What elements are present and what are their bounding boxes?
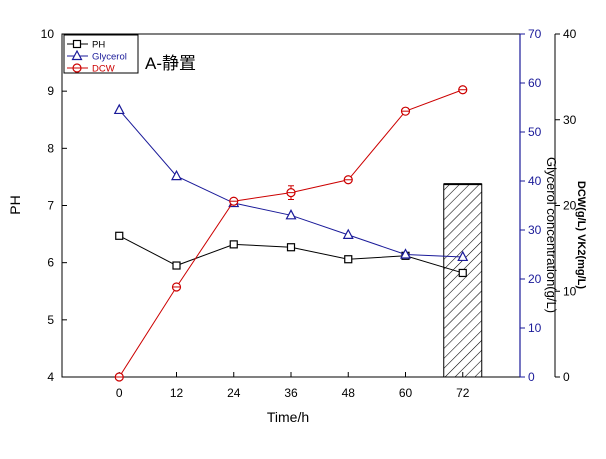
x-tick-label: 0 bbox=[116, 386, 123, 400]
y-tick-label-dcw-vk2: 30 bbox=[563, 113, 577, 127]
y-tick-label-left: 4 bbox=[47, 370, 54, 384]
point-ph bbox=[115, 231, 124, 240]
series-line-glycerol bbox=[118, 109, 463, 258]
x-tick-label: 24 bbox=[227, 386, 241, 400]
x-tick-label: 48 bbox=[342, 386, 356, 400]
point-glycerol bbox=[285, 209, 297, 220]
y-tick-label-left: 6 bbox=[47, 256, 54, 270]
legend-label-ph: PH bbox=[92, 40, 105, 51]
point-ph bbox=[229, 240, 238, 249]
y-tick-label-glycerol: 10 bbox=[528, 321, 542, 335]
y-axis-label-ph: PH bbox=[7, 195, 23, 214]
y-axis-label-glycerol: Glycerol concentration(g/L) bbox=[544, 157, 559, 313]
y-tick-label-glycerol: 20 bbox=[528, 272, 542, 286]
point-glycerol bbox=[400, 248, 411, 259]
point-glycerol bbox=[342, 228, 354, 239]
y-tick-label-glycerol: 50 bbox=[528, 125, 542, 139]
y-tick-label-left: 5 bbox=[47, 313, 54, 327]
y-tick-label-glycerol: 40 bbox=[528, 174, 542, 188]
bar-vk2 bbox=[443, 183, 483, 378]
x-tick-label: 60 bbox=[399, 386, 413, 400]
y-tick-label-dcw-vk2: 40 bbox=[563, 27, 577, 41]
legend-label-glycerol: Glycerol bbox=[92, 52, 127, 63]
y-tick-label-left: 7 bbox=[47, 199, 54, 213]
y-tick-label-glycerol: 0 bbox=[528, 370, 535, 384]
y-tick-label-dcw-vk2: 20 bbox=[563, 199, 577, 213]
legend-marker-ph bbox=[72, 39, 82, 49]
x-tick-label: 12 bbox=[170, 386, 184, 400]
y-tick-label-left: 8 bbox=[47, 141, 54, 155]
y-tick-label-dcw-vk2: 0 bbox=[563, 370, 570, 384]
y-tick-label-glycerol: 30 bbox=[528, 223, 542, 237]
y-tick-label-dcw-vk2: 10 bbox=[563, 284, 577, 298]
point-ph bbox=[458, 268, 467, 278]
legend-label-dcw: DCW bbox=[92, 64, 115, 75]
point-glycerol bbox=[171, 169, 182, 181]
point-ph bbox=[286, 243, 296, 252]
x-tick-label: 72 bbox=[456, 386, 470, 400]
legend-marker-glycerol bbox=[71, 49, 83, 61]
point-ph bbox=[344, 255, 353, 264]
y-tick-label-glycerol: 70 bbox=[528, 27, 542, 41]
point-ph bbox=[172, 261, 181, 270]
series-line-dcw bbox=[118, 89, 463, 378]
y-tick-label-glycerol: 60 bbox=[528, 76, 542, 90]
y-tick-label-left: 9 bbox=[47, 84, 54, 98]
point-glycerol bbox=[457, 250, 469, 262]
y-axis-label-dcw-vk2: DCW(g/L) VK2(mg/L) bbox=[575, 181, 587, 289]
x-axis-label: Time/h bbox=[267, 409, 309, 425]
x-tick-label: 36 bbox=[284, 386, 298, 400]
point-glycerol bbox=[113, 103, 125, 115]
y-tick-label-left: 10 bbox=[41, 27, 55, 41]
panel-label: A-静置 bbox=[145, 54, 196, 73]
